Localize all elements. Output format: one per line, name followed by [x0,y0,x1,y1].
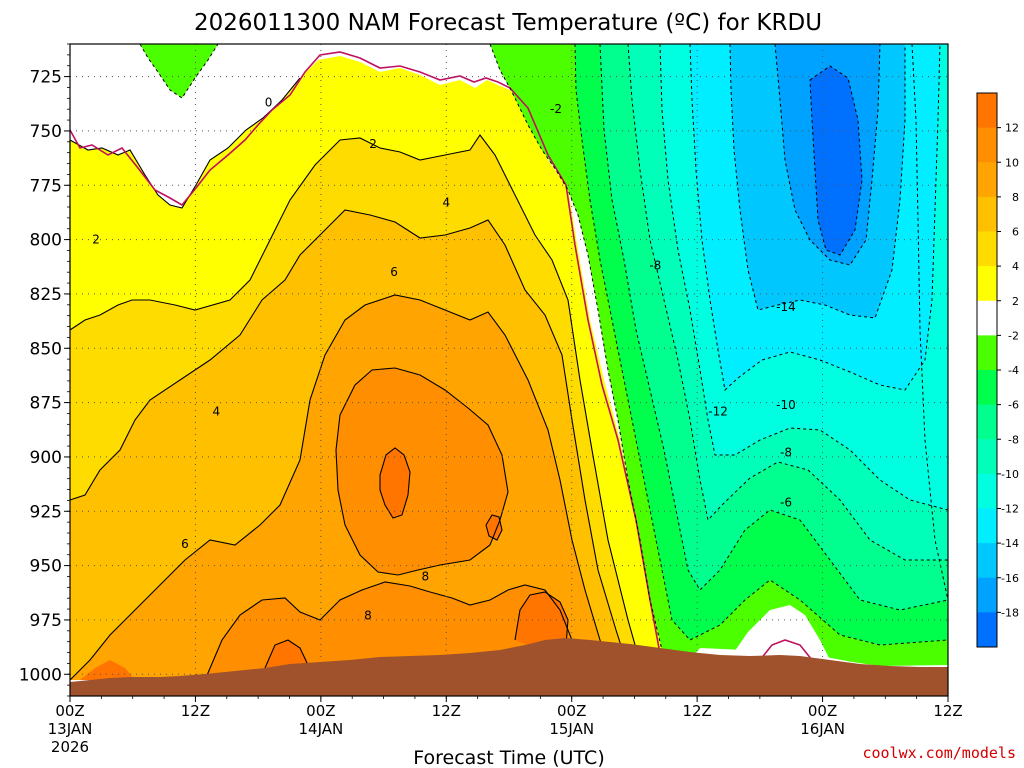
contour-label: 6 [181,537,189,551]
x-tick-label: 00Z [306,702,335,720]
colorbar-label: 8 [1012,191,1019,204]
x-tick-label: 2026 [51,738,89,756]
contour-labels: 0 -2 2 2 4 4 6 6 8 8 -8 -14 -12 -10 -8 -6 [92,96,795,623]
temp-band-below-neg18 [810,66,862,255]
colorbar-swatch [977,508,997,544]
colorbar-swatch [977,404,997,440]
y-tick-label: 850 [30,339,62,359]
colorbar-label: 10 [1005,156,1019,169]
contour-label: -8 [780,446,792,460]
y-tick-label: 925 [30,502,62,522]
contour-label: 4 [442,196,450,210]
contour-label: -12 [708,404,728,418]
contour-label: -8 [649,259,661,273]
y-tick-label: 900 [30,448,62,468]
colorbar-swatch [977,162,997,198]
x-tick-label: 14JAN [298,720,343,738]
temp-band-neg2-to-2-pocket [730,605,830,660]
x-tick-label: 12Z [933,702,962,720]
credit-text: coolwx.com/models [862,744,1016,762]
colorbar-swatch [977,231,997,267]
x-tick-label: 12Z [432,702,461,720]
colorbar-swatch [977,577,997,613]
colorbar-swatch [977,370,997,406]
colorbar-swatch [977,300,997,336]
colorbar-label: -8 [1008,433,1019,446]
y-tick-label: 775 [30,176,62,196]
x-tick-label: 00Z [808,702,837,720]
x-axis-label: Forecast Time (UTC) [413,747,604,768]
colorbar-swatch [977,127,997,163]
y-tick-label: 750 [30,122,62,142]
colorbar-swatch [977,439,997,475]
colorbar-swatch [977,612,997,648]
x-tick-label: 16JAN [800,720,845,738]
temp-core-a [380,448,410,518]
colorbar-label: -10 [1001,468,1019,481]
contour-label: 6 [390,265,398,279]
colorbar-label: -4 [1008,364,1019,377]
contour-label: -6 [780,496,792,510]
x-tick-label: 00Z [557,702,586,720]
colorbar: 12 10 8 6 4 2 -2 -4 -6 -8 -10 -12 -14 -16 -18 [976,92,1019,648]
y-tick-label: 950 [30,557,62,577]
contour-label: -10 [776,398,796,412]
y-tick-label: 1000 [19,665,62,685]
colorbar-label: 2 [1012,295,1019,308]
contour-label: 8 [364,609,372,623]
y-tick-label: 825 [30,285,62,305]
chart-title: 2026011300 NAM Forecast Temperature (ºC)… [194,10,822,36]
contour-label: 2 [369,137,377,151]
colorbar-swatch [977,93,997,129]
terrain [70,638,948,696]
cold-contours [139,43,949,681]
colorbar-label: -6 [1008,399,1019,412]
colorbar-swatch [977,543,997,579]
y-tick-label: 975 [30,611,62,631]
plot-area: 0 -2 2 2 4 4 6 6 8 8 -8 -14 -12 -10 -8 -6 [69,43,949,697]
x-tick-label: 13JAN [48,720,93,738]
y-tick-label: 725 [30,68,62,88]
contour-label: -14 [776,300,796,314]
y-axis: 725 750 775 800 825 850 875 900 925 950 975 1000 [19,43,70,697]
contour-label: 2 [92,233,100,247]
colorbar-label: 4 [1012,260,1019,273]
colorbar-label: -2 [1008,329,1019,342]
colorbar-swatch [977,335,997,371]
colorbar-label: 6 [1012,226,1019,239]
temp-band-10-to-12 [336,368,508,575]
colorbar-swatch [977,266,997,302]
colorbar-swatch [977,473,997,509]
colorbar-label: -12 [1001,503,1019,516]
contour-label: 4 [213,404,221,418]
contour-label: -2 [550,102,562,116]
temp-core-d [486,515,502,540]
temp-core-e [80,660,135,680]
x-tick-label: 00Z [55,702,84,720]
colorbar-label: -14 [1001,537,1019,550]
y-tick-label: 875 [30,394,62,414]
x-tick-label: 12Z [682,702,711,720]
colorbar-label: -16 [1001,572,1019,585]
colorbar-label: -18 [1001,606,1019,619]
temp-band-neg2-top-left [140,44,218,98]
temp-core-c [515,592,568,650]
x-tick-label: 15JAN [549,720,594,738]
colorbar-label: 12 [1005,122,1019,135]
contour-label: 8 [422,569,430,583]
colorbar-swatch [977,196,997,232]
y-tick-label: 800 [30,231,62,251]
x-tick-label: 12Z [181,702,210,720]
contour-label: 0 [265,96,273,110]
